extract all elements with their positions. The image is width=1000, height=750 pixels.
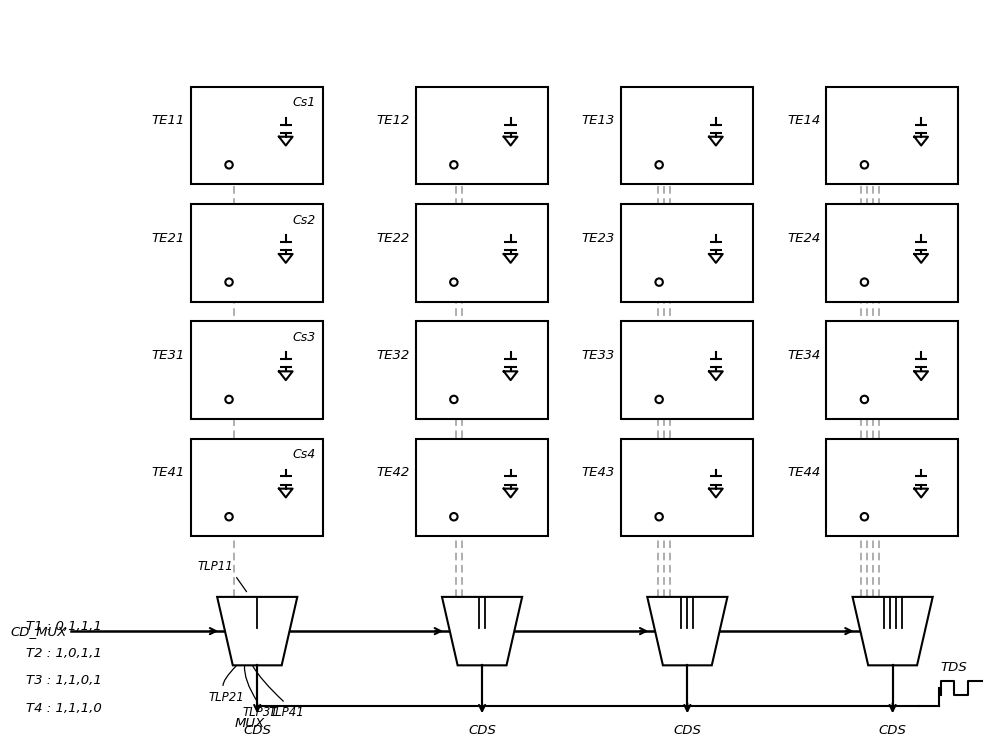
Text: T1 : 0,1,1,1: T1 : 0,1,1,1 [26, 620, 101, 633]
Text: CDS: CDS [879, 724, 907, 737]
Text: TE22: TE22 [376, 232, 410, 244]
Text: TE44: TE44 [787, 466, 820, 479]
Text: TDS: TDS [941, 661, 967, 674]
Bar [826, 439, 958, 536]
Text: T2 : 1,0,1,1: T2 : 1,0,1,1 [26, 647, 101, 660]
Text: TE13: TE13 [582, 114, 615, 128]
Polygon shape [647, 597, 727, 665]
Text: TE42: TE42 [376, 466, 410, 479]
Text: CD_MUX: CD_MUX [10, 625, 67, 638]
Bar [621, 321, 753, 419]
Text: TE34: TE34 [787, 349, 820, 362]
Text: TE23: TE23 [582, 232, 615, 244]
Polygon shape [217, 597, 297, 665]
Polygon shape [442, 597, 522, 665]
Text: T3 : 1,1,0,1: T3 : 1,1,0,1 [26, 674, 101, 688]
Text: CDS: CDS [468, 724, 496, 737]
Text: TE11: TE11 [152, 114, 185, 128]
Text: CDS: CDS [673, 724, 701, 737]
Text: TE41: TE41 [152, 466, 185, 479]
Text: CDS: CDS [243, 724, 271, 737]
Text: TE43: TE43 [582, 466, 615, 479]
Text: MUX: MUX [234, 718, 265, 730]
Text: TLP31: TLP31 [243, 706, 278, 719]
Text: TE31: TE31 [152, 349, 185, 362]
Bar [191, 204, 323, 302]
Text: TLP41: TLP41 [269, 706, 305, 719]
Text: TE24: TE24 [787, 232, 820, 244]
Polygon shape [853, 597, 933, 665]
Bar [621, 204, 753, 302]
Text: Cs4: Cs4 [293, 448, 316, 461]
Bar [416, 321, 548, 419]
Text: Cs2: Cs2 [293, 214, 316, 226]
Bar [416, 439, 548, 536]
Bar [826, 204, 958, 302]
Text: TE33: TE33 [582, 349, 615, 362]
Bar [826, 321, 958, 419]
Text: TE21: TE21 [152, 232, 185, 244]
Bar [621, 87, 753, 184]
Bar [191, 321, 323, 419]
Bar [621, 439, 753, 536]
Text: TE32: TE32 [376, 349, 410, 362]
Text: Cs3: Cs3 [293, 331, 316, 344]
Text: TLP11: TLP11 [197, 560, 247, 592]
Bar [191, 87, 323, 184]
Text: TE12: TE12 [376, 114, 410, 128]
Text: T4 : 1,1,1,0: T4 : 1,1,1,0 [26, 702, 101, 715]
Bar [191, 439, 323, 536]
Bar [416, 204, 548, 302]
Text: Cs1: Cs1 [293, 97, 316, 109]
Text: TE14: TE14 [787, 114, 820, 128]
Bar [416, 87, 548, 184]
Text: TLP21: TLP21 [208, 691, 244, 703]
Bar [826, 87, 958, 184]
